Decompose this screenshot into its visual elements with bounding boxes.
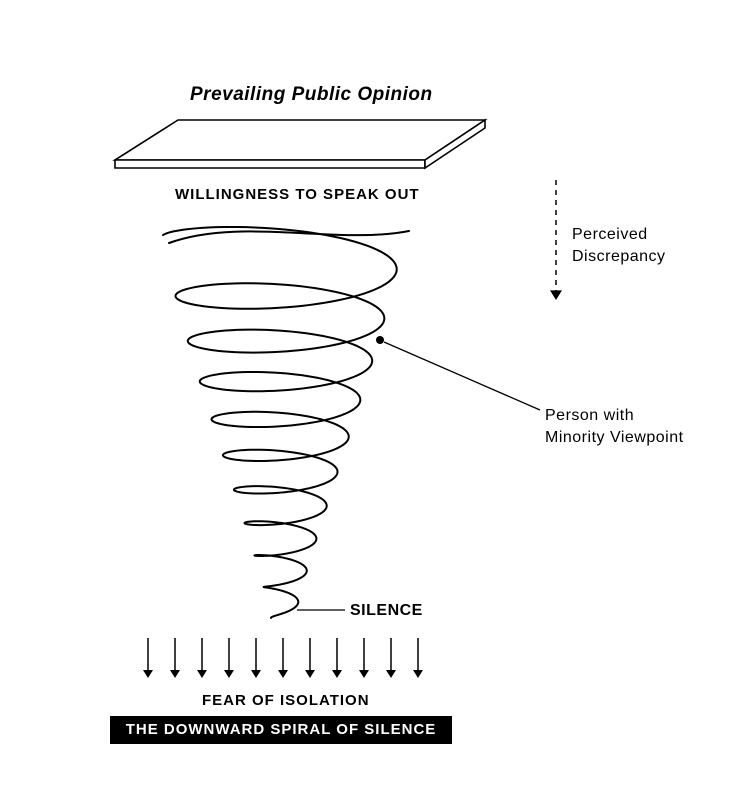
platform-shape (115, 120, 485, 168)
person-marker (376, 336, 540, 410)
perceived-discrepancy-arrow (550, 180, 562, 300)
perceived-discrepancy-label-line2: Discrepancy (572, 248, 666, 266)
diagram-canvas: Prevailing Public Opinion WILLINGNESS TO… (0, 0, 750, 811)
spiral-path (163, 227, 409, 618)
perceived-discrepancy-label-line1: Perceived (572, 226, 648, 244)
down-arrows-row (143, 638, 423, 678)
silence-label: SILENCE (350, 602, 423, 620)
prevailing-opinion-label: Prevailing Public Opinion (190, 84, 433, 106)
willingness-label: WILLINGNESS TO SPEAK OUT (175, 186, 420, 203)
person-minority-label-line2: Minority Viewpoint (545, 429, 684, 447)
title-bar: THE DOWNWARD SPIRAL OF SILENCE (110, 716, 452, 744)
person-minority-label-line1: Person with (545, 407, 634, 425)
title-text: THE DOWNWARD SPIRAL OF SILENCE (126, 721, 437, 738)
fear-of-isolation-label: FEAR OF ISOLATION (202, 692, 370, 709)
diagram-svg (0, 0, 750, 811)
